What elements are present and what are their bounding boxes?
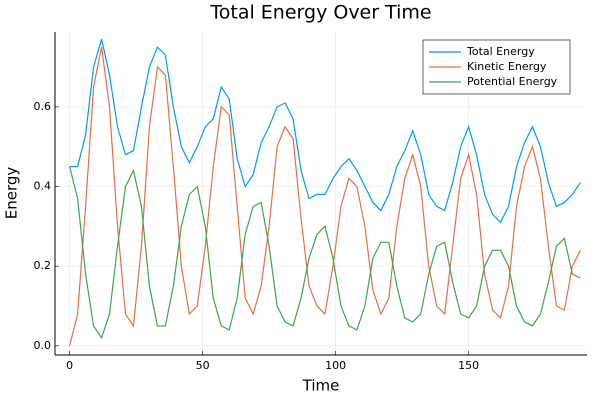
y-axis-label: Energy: [3, 167, 21, 220]
x-axis-label: Time: [302, 377, 340, 395]
x-tick-label: 0: [66, 359, 73, 372]
x-tick-label: 50: [196, 359, 210, 372]
y-tick-label: 0.0: [34, 339, 52, 352]
legend-label: Kinetic Energy: [467, 60, 547, 73]
data-line: [69, 47, 581, 346]
chart-title: Total Energy Over Time: [209, 2, 431, 24]
data-line: [69, 39, 581, 224]
x-tick-label: 150: [458, 359, 479, 372]
y-tick-label: 0.4: [34, 180, 52, 193]
y-tick-label: 0.2: [34, 259, 52, 272]
data-line: [69, 166, 581, 340]
legend-label: Total Energy: [466, 45, 535, 58]
y-tick-label: 0.6: [34, 100, 52, 113]
legend-label: Potential Energy: [467, 75, 558, 88]
x-tick-label: 100: [325, 359, 346, 372]
